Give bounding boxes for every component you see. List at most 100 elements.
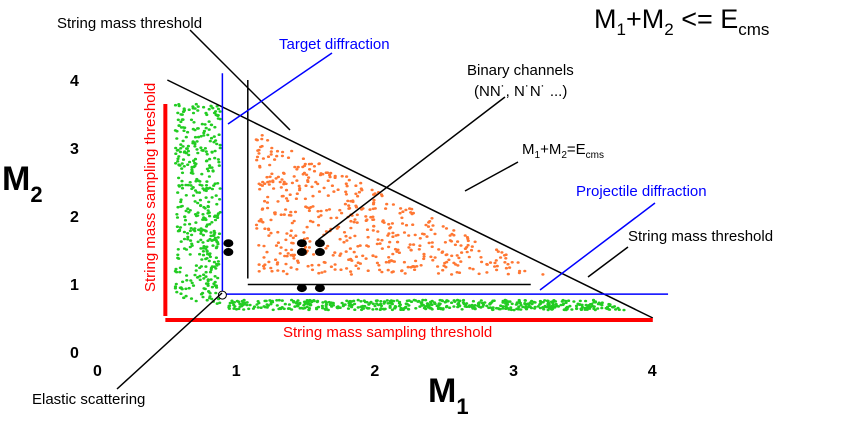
scatter-dot [296,165,300,169]
scatter-dot [215,202,219,206]
scatter-dot [488,301,493,305]
scatter-dot [476,304,480,308]
scatter-dot [177,163,181,166]
scatter-dot [269,153,273,156]
scatter-dot [407,246,411,249]
scatter-dot [319,209,323,213]
scatter-dot [279,246,283,249]
scatter-dot [352,220,356,224]
scatter-dot [291,236,295,240]
scatter-dot [176,248,180,251]
scatter-dot [285,232,289,235]
scatter-dot [305,173,309,177]
scatter-dot [259,306,263,310]
scatter-dot [411,211,415,215]
scatter-dot [203,123,207,126]
scatter-dot [322,260,326,264]
scatter-dot [196,201,200,205]
scatter-dot [361,307,365,310]
scatter-dot [212,135,216,138]
scatter-dot [561,298,565,302]
scatter-dot [372,224,376,228]
scatter-dot [373,207,377,210]
scatter-dot [176,157,180,160]
scatter-dot [214,291,218,295]
scatter-dot [177,176,181,180]
scatter-dot [377,264,381,267]
scatter-dot [256,300,260,303]
scatter-dot [436,265,440,268]
scatter-dot [192,159,196,162]
scatter-dot [269,302,273,306]
scatter-dot [213,125,217,129]
scatter-dot [188,160,192,164]
scatter-dot [409,300,414,304]
scatter-dot [468,266,472,270]
scatter-dot [492,299,496,303]
scatter-dot [593,308,597,312]
scatter-dot [267,183,271,186]
scatter-dot [452,233,456,237]
scatter-dot [349,219,353,223]
scatter-dot [287,303,291,306]
scatter-dot [391,235,395,238]
scatter-dot [431,224,435,227]
scatter-dot [394,305,398,309]
scatter-dot [173,129,177,132]
scatter-dot [210,196,214,199]
scatter-dot [515,301,519,304]
scatter-dot [345,175,349,178]
scatter-dot [354,255,358,258]
scatter-dot [204,225,209,228]
scatter-dot [352,299,356,303]
scatter-dot [232,307,236,310]
scatter-dot [350,305,354,309]
scatter-dot [182,129,186,132]
scatter-dot [359,187,363,190]
scatter-dot [174,282,178,286]
scatter-dot [209,278,213,281]
scatter-dot [419,264,423,267]
scatter-dot [287,307,291,310]
scatter-dot [348,247,352,250]
scatter-dot [348,301,352,305]
scatter-dot [191,284,196,287]
scatter-dot [418,244,422,247]
scatter-dot [519,303,523,307]
y-tick-label: 4 [70,73,79,90]
scatter-dot [173,285,178,288]
scatter-dot [405,299,409,303]
scatter-dot [278,306,282,310]
scatter-dot [317,263,321,267]
scatter-dot [368,302,372,305]
label-string-threshold-right: String mass threshold [628,228,773,245]
scatter-dot [218,110,222,113]
scatter-dot [184,151,188,155]
scatter-dot [584,303,588,307]
scatter-dot [406,265,410,269]
scatter-dot [510,302,514,306]
scatter-dot [424,223,428,227]
scatter-dot [179,147,183,150]
scatter-dot [200,122,204,126]
scatter-dot [391,270,395,273]
scatter-dot [247,307,251,311]
binary-channel-point [296,239,307,248]
scatter-dot [186,130,190,134]
scatter-dot [181,145,185,148]
scatter-dot [182,165,186,168]
scatter-dot [345,299,349,303]
scatter-dot [211,244,215,247]
scatter-dot [412,298,416,302]
scatter-dot [255,303,259,306]
scatter-dot [208,164,212,167]
scatter-dot [260,208,264,211]
scatter-dot [251,307,256,310]
scatter-dot [506,262,510,266]
scatter-dot [180,186,185,190]
scatter-dot [600,301,604,305]
scatter-dot [578,303,582,307]
scatter-dot [465,250,469,254]
scatter-dot [207,259,211,263]
scatter-dot [414,307,418,310]
